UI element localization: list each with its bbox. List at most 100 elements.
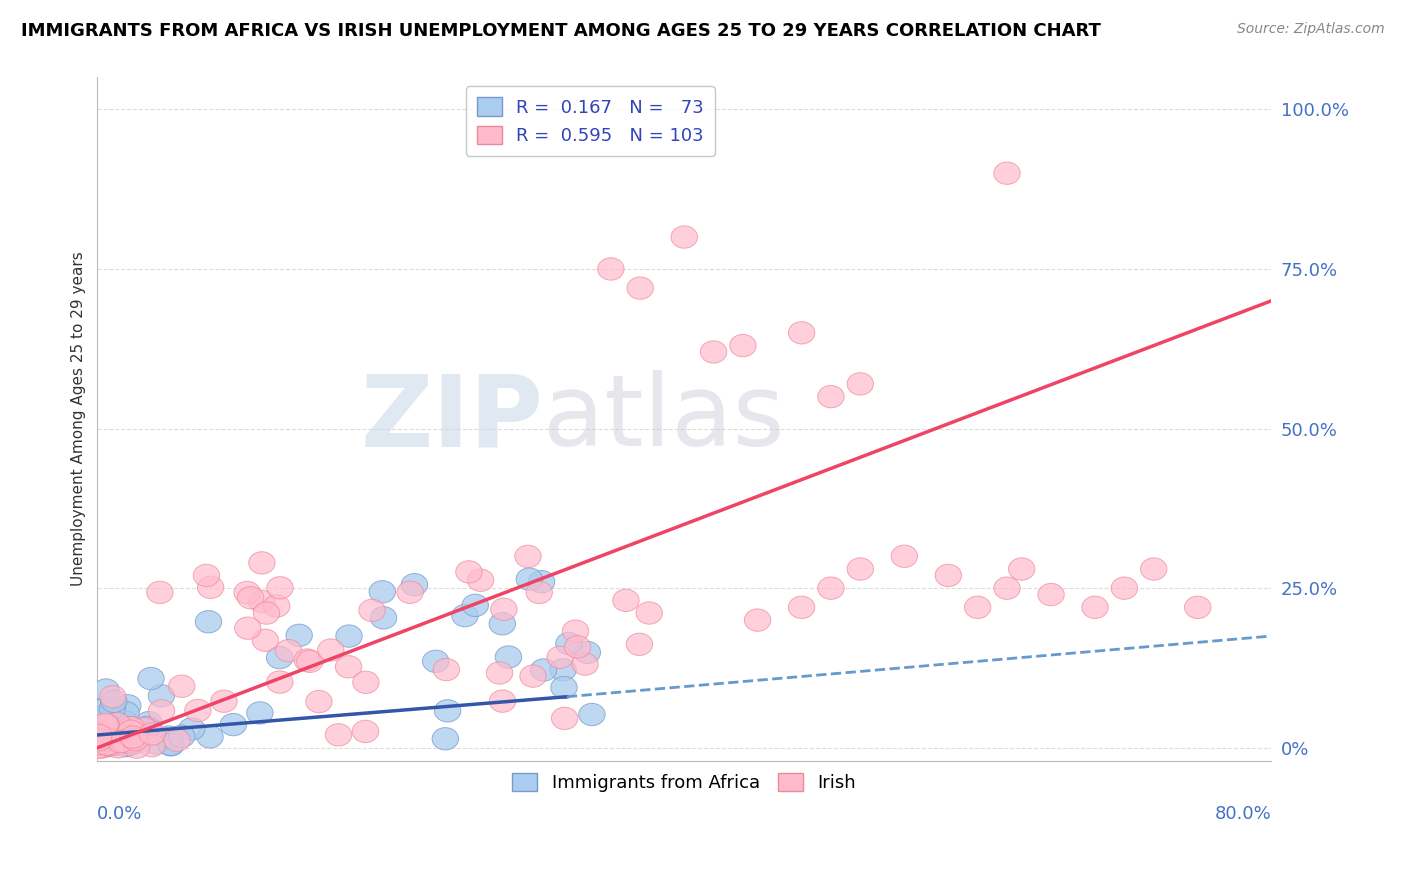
Ellipse shape: [526, 582, 553, 604]
Ellipse shape: [211, 690, 238, 713]
Ellipse shape: [91, 713, 118, 736]
Ellipse shape: [98, 723, 124, 746]
Ellipse shape: [516, 568, 543, 591]
Ellipse shape: [112, 731, 138, 753]
Ellipse shape: [233, 582, 260, 604]
Ellipse shape: [138, 667, 165, 690]
Ellipse shape: [489, 613, 516, 635]
Ellipse shape: [146, 582, 173, 604]
Ellipse shape: [139, 723, 166, 745]
Ellipse shape: [195, 610, 222, 633]
Ellipse shape: [238, 587, 264, 609]
Ellipse shape: [613, 590, 640, 612]
Ellipse shape: [193, 565, 219, 587]
Ellipse shape: [184, 699, 211, 722]
Text: Source: ZipAtlas.com: Source: ZipAtlas.com: [1237, 22, 1385, 37]
Ellipse shape: [112, 730, 139, 752]
Ellipse shape: [744, 609, 770, 632]
Ellipse shape: [671, 226, 697, 248]
Ellipse shape: [122, 729, 149, 751]
Ellipse shape: [94, 734, 121, 757]
Ellipse shape: [86, 736, 112, 758]
Ellipse shape: [107, 722, 134, 744]
Ellipse shape: [86, 729, 112, 751]
Ellipse shape: [120, 726, 146, 748]
Ellipse shape: [730, 334, 756, 357]
Text: ZIP: ZIP: [360, 370, 543, 467]
Ellipse shape: [97, 721, 124, 743]
Ellipse shape: [267, 671, 292, 693]
Ellipse shape: [89, 725, 115, 747]
Ellipse shape: [353, 671, 380, 693]
Ellipse shape: [110, 730, 135, 752]
Ellipse shape: [118, 716, 145, 739]
Ellipse shape: [564, 636, 591, 658]
Ellipse shape: [93, 734, 120, 756]
Ellipse shape: [117, 731, 142, 753]
Ellipse shape: [249, 552, 276, 574]
Ellipse shape: [157, 733, 184, 756]
Ellipse shape: [467, 569, 494, 591]
Ellipse shape: [96, 733, 122, 756]
Ellipse shape: [598, 258, 624, 280]
Ellipse shape: [118, 720, 145, 742]
Ellipse shape: [530, 659, 557, 681]
Ellipse shape: [491, 598, 517, 621]
Ellipse shape: [1184, 596, 1211, 618]
Ellipse shape: [86, 726, 112, 748]
Ellipse shape: [122, 725, 148, 747]
Ellipse shape: [965, 596, 991, 618]
Ellipse shape: [252, 629, 278, 651]
Ellipse shape: [297, 650, 323, 673]
Ellipse shape: [121, 731, 148, 753]
Ellipse shape: [370, 581, 395, 603]
Ellipse shape: [359, 599, 385, 622]
Ellipse shape: [263, 595, 290, 617]
Ellipse shape: [87, 706, 112, 729]
Ellipse shape: [994, 162, 1021, 185]
Ellipse shape: [90, 721, 117, 743]
Ellipse shape: [148, 699, 174, 722]
Ellipse shape: [129, 723, 156, 746]
Ellipse shape: [574, 641, 600, 664]
Ellipse shape: [515, 545, 541, 567]
Ellipse shape: [935, 565, 962, 587]
Ellipse shape: [401, 574, 427, 596]
Ellipse shape: [489, 690, 516, 713]
Ellipse shape: [100, 726, 127, 748]
Ellipse shape: [197, 576, 224, 599]
Text: 0.0%: 0.0%: [97, 805, 143, 823]
Ellipse shape: [107, 731, 134, 753]
Ellipse shape: [253, 602, 280, 624]
Ellipse shape: [86, 729, 112, 751]
Ellipse shape: [555, 632, 582, 655]
Ellipse shape: [994, 577, 1021, 599]
Ellipse shape: [818, 577, 844, 599]
Ellipse shape: [486, 662, 513, 684]
Ellipse shape: [89, 727, 115, 749]
Ellipse shape: [529, 571, 555, 593]
Ellipse shape: [434, 699, 461, 722]
Ellipse shape: [121, 730, 148, 752]
Ellipse shape: [700, 341, 727, 363]
Ellipse shape: [112, 702, 139, 724]
Ellipse shape: [495, 646, 522, 668]
Ellipse shape: [104, 724, 131, 747]
Ellipse shape: [90, 731, 115, 753]
Ellipse shape: [90, 726, 115, 748]
Ellipse shape: [124, 736, 150, 758]
Ellipse shape: [104, 724, 131, 747]
Legend: Immigrants from Africa, Irish: Immigrants from Africa, Irish: [505, 765, 863, 799]
Ellipse shape: [789, 596, 815, 618]
Ellipse shape: [846, 558, 873, 580]
Ellipse shape: [100, 686, 127, 708]
Ellipse shape: [235, 617, 262, 640]
Ellipse shape: [89, 736, 114, 758]
Ellipse shape: [353, 720, 378, 742]
Ellipse shape: [112, 711, 138, 733]
Ellipse shape: [336, 656, 361, 678]
Ellipse shape: [112, 734, 139, 756]
Ellipse shape: [432, 728, 458, 750]
Ellipse shape: [94, 733, 120, 756]
Ellipse shape: [423, 650, 449, 673]
